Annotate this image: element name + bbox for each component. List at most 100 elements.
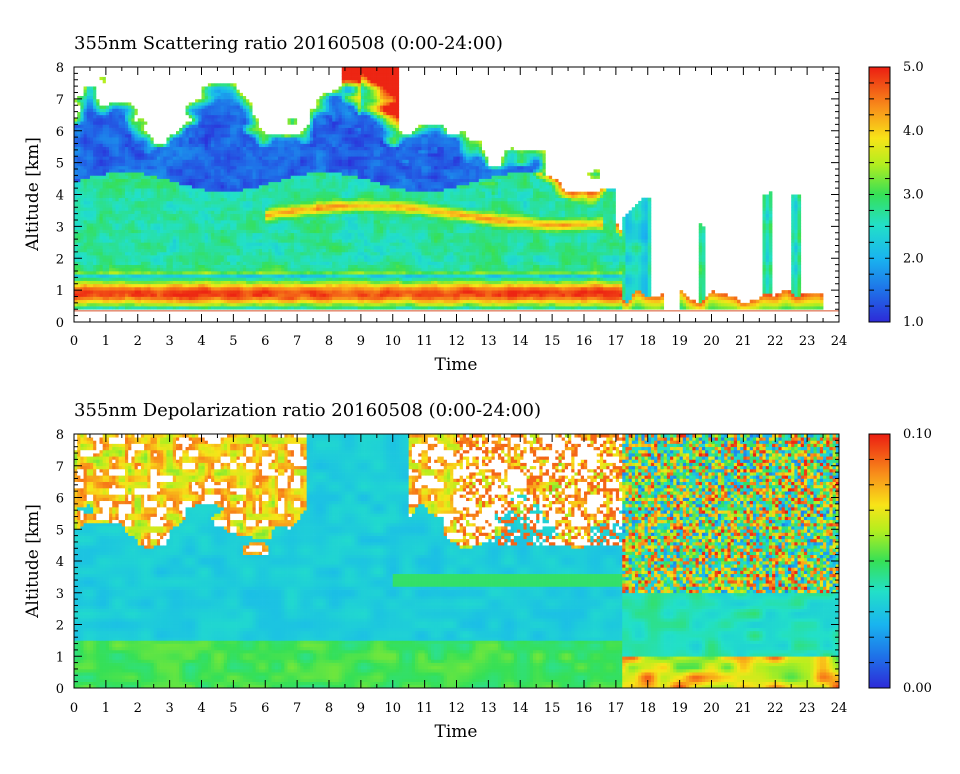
heatmap-cell xyxy=(140,124,145,128)
heatmap-cell xyxy=(223,293,228,297)
heatmap-cell xyxy=(258,73,263,77)
heatmap-cell xyxy=(115,153,119,157)
heatmap-cell xyxy=(89,165,94,170)
heatmap-cell xyxy=(169,251,174,256)
heatmap-cell xyxy=(220,204,225,208)
heatmap-cell xyxy=(74,283,78,288)
heatmap-cell xyxy=(233,156,237,160)
heatmap-cell xyxy=(227,264,231,269)
heatmap-cell xyxy=(249,258,253,262)
heatmap-cell xyxy=(179,258,183,262)
heatmap-cell xyxy=(188,121,193,125)
heatmap-cell xyxy=(109,210,113,214)
heatmap-cell xyxy=(236,216,241,221)
heatmap-cell xyxy=(134,191,139,195)
heatmap-cell xyxy=(99,156,104,160)
heatmap-cell xyxy=(217,261,221,265)
heatmap-cell xyxy=(112,162,116,167)
heatmap-cell xyxy=(96,184,100,189)
heatmap-cell xyxy=(112,283,116,288)
heatmap-cell xyxy=(278,283,282,288)
heatmap-cell xyxy=(255,235,260,240)
heatmap-cell xyxy=(223,124,228,128)
heatmap-cell xyxy=(278,277,282,281)
heatmap-cell xyxy=(188,181,193,186)
heatmap-cell xyxy=(262,242,266,246)
heatmap-cell xyxy=(112,296,116,301)
heatmap-cell xyxy=(128,251,132,256)
heatmap-cell xyxy=(182,114,186,119)
heatmap-cell xyxy=(211,67,215,71)
heatmap-cell xyxy=(83,124,88,128)
heatmap-cell xyxy=(115,245,119,250)
heatmap-cell xyxy=(118,204,123,208)
heatmap-cell xyxy=(74,197,78,202)
heatmap-cell xyxy=(105,105,110,109)
heatmap-cell xyxy=(220,73,225,77)
heatmap-cell xyxy=(258,290,263,294)
heatmap-cell xyxy=(144,95,148,100)
heatmap-cell xyxy=(214,261,218,265)
heatmap-cell xyxy=(99,146,104,151)
heatmap-cell xyxy=(188,204,193,208)
heatmap-cell xyxy=(121,283,126,288)
heatmap-cell xyxy=(265,114,269,119)
heatmap-cell xyxy=(211,121,215,125)
heatmap-cell xyxy=(201,181,206,186)
heatmap-cell xyxy=(268,105,272,109)
heatmap-cell xyxy=(223,248,228,253)
heatmap-cell xyxy=(211,280,215,285)
heatmap-cell xyxy=(140,92,145,97)
heatmap-cell xyxy=(74,242,78,246)
heatmap-cell xyxy=(99,79,104,84)
heatmap-cell xyxy=(274,143,279,148)
heatmap-cell xyxy=(144,159,148,163)
heatmap-cell xyxy=(80,226,84,230)
heatmap-cell xyxy=(214,124,218,128)
heatmap-cell xyxy=(265,76,269,81)
heatmap-cell xyxy=(121,242,126,246)
heatmap-cell xyxy=(172,86,177,90)
heatmap-cell xyxy=(77,175,81,179)
heatmap-cell xyxy=(255,286,260,291)
heatmap-cell xyxy=(93,162,97,167)
heatmap-cell xyxy=(252,286,257,291)
heatmap-cell xyxy=(246,223,250,227)
heatmap-cell xyxy=(144,299,148,304)
heatmap-cell xyxy=(77,188,81,192)
heatmap-cell xyxy=(105,184,110,189)
heatmap-cell xyxy=(125,232,129,237)
heatmap-cell xyxy=(128,70,132,74)
heatmap-cell xyxy=(172,204,177,208)
heatmap-cell xyxy=(242,194,247,199)
heatmap-cell xyxy=(255,188,260,192)
heatmap-cell xyxy=(230,248,234,253)
heatmap-cell xyxy=(227,114,231,119)
heatmap-cell xyxy=(147,194,151,199)
heatmap-cell xyxy=(77,102,81,106)
heatmap-cell xyxy=(105,235,110,240)
heatmap-cell xyxy=(169,102,174,106)
heatmap-cell xyxy=(278,229,282,234)
heatmap-cell xyxy=(230,82,234,87)
heatmap-cell xyxy=(249,283,253,288)
heatmap-cell xyxy=(220,86,225,90)
heatmap-cell xyxy=(223,108,228,112)
heatmap-cell xyxy=(96,156,100,160)
heatmap-cell xyxy=(150,204,155,208)
heatmap-cell xyxy=(131,251,135,256)
heatmap-cell xyxy=(169,216,174,221)
heatmap-cell xyxy=(172,274,177,278)
heatmap-cell xyxy=(223,229,228,234)
heatmap-cell xyxy=(118,216,123,221)
heatmap-cell xyxy=(86,82,91,87)
heatmap-cell xyxy=(242,280,247,285)
heatmap-cell xyxy=(96,70,100,74)
heatmap-cell xyxy=(83,191,88,195)
heatmap-cell xyxy=(198,255,202,259)
heatmap-cell xyxy=(128,67,132,71)
heatmap-cell xyxy=(230,210,234,214)
heatmap-cell xyxy=(109,188,113,192)
heatmap-cell xyxy=(128,267,132,272)
heatmap-cell xyxy=(144,108,148,112)
